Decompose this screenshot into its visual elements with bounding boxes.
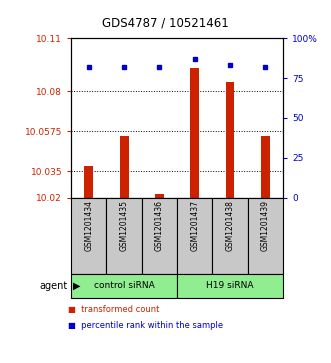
- Text: GSM1201439: GSM1201439: [261, 200, 270, 251]
- Bar: [190, 68, 199, 198]
- Text: ■  percentile rank within the sample: ■ percentile rank within the sample: [68, 321, 223, 330]
- Bar: [107, 198, 142, 274]
- Text: GSM1201437: GSM1201437: [190, 200, 199, 251]
- Text: H19 siRNA: H19 siRNA: [206, 281, 254, 290]
- Bar: [142, 198, 177, 274]
- Text: GSM1201434: GSM1201434: [84, 200, 93, 251]
- Text: GDS4787 / 10521461: GDS4787 / 10521461: [102, 16, 229, 29]
- Text: GSM1201438: GSM1201438: [225, 200, 235, 251]
- Bar: [261, 136, 270, 198]
- Bar: [120, 136, 128, 198]
- Text: agent: agent: [40, 281, 68, 291]
- Bar: [248, 198, 283, 274]
- Bar: [226, 82, 234, 198]
- Text: GSM1201436: GSM1201436: [155, 200, 164, 251]
- Text: ■  transformed count: ■ transformed count: [68, 305, 159, 314]
- Text: ▶: ▶: [73, 281, 80, 291]
- Bar: [84, 166, 93, 198]
- Bar: [71, 198, 107, 274]
- Bar: [177, 274, 283, 298]
- Bar: [71, 274, 177, 298]
- Text: GSM1201435: GSM1201435: [119, 200, 129, 251]
- Bar: [213, 198, 248, 274]
- Text: control siRNA: control siRNA: [94, 281, 155, 290]
- Bar: [177, 198, 213, 274]
- Bar: [155, 194, 164, 198]
